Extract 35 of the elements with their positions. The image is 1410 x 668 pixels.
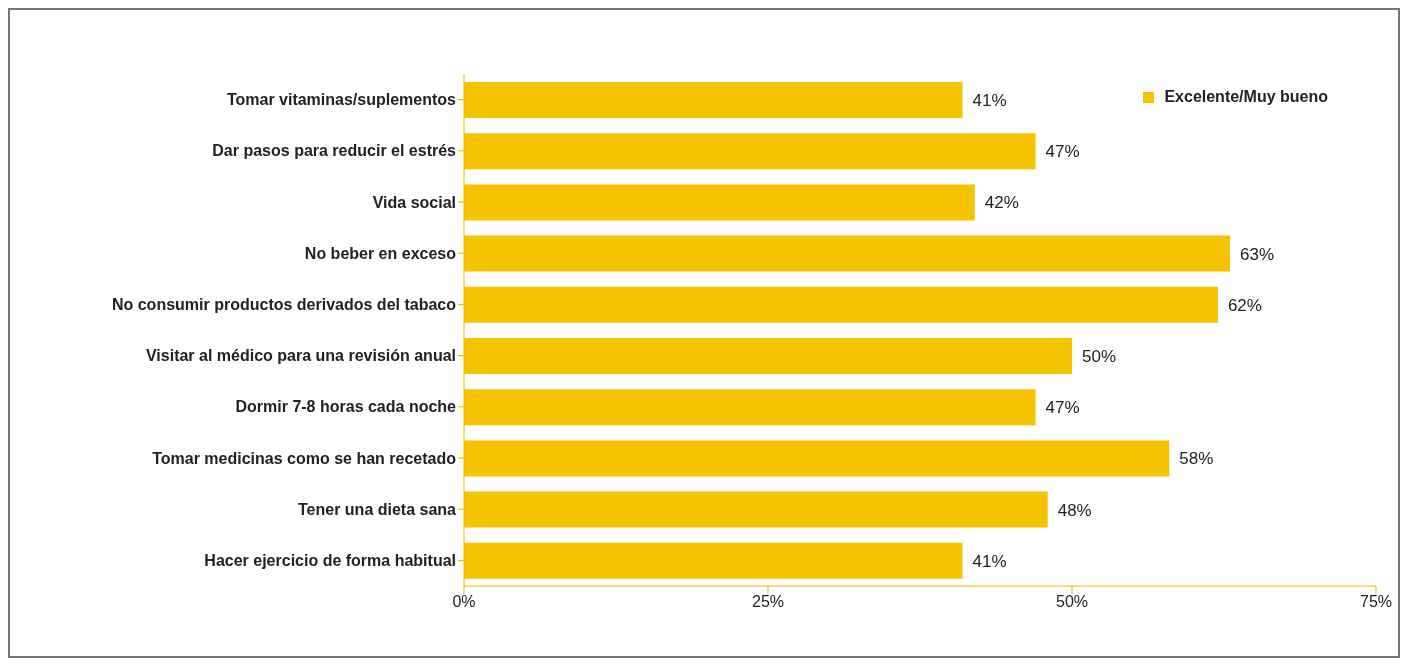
bar	[464, 82, 963, 118]
bar	[464, 338, 1072, 374]
y-tick-label: No beber en exceso	[304, 244, 457, 262]
x-tick-label: 50%	[1055, 593, 1089, 611]
y-tick-label: No consumir productos derivados del tabaco	[111, 296, 457, 314]
y-tick-label: Vida social	[372, 193, 456, 211]
y-tick-label: Hacer ejercicio de forma habitual	[204, 552, 456, 570]
x-tick-label: 25%	[751, 593, 785, 611]
data-label: 50%	[1082, 346, 1117, 366]
y-tick-label: Visitar al médico para una revisión anual	[145, 347, 456, 365]
data-label: 42%	[984, 193, 1019, 213]
data-label: 47%	[1045, 398, 1080, 418]
bar	[464, 542, 963, 579]
data-label: 62%	[1227, 295, 1262, 315]
data-label: 48%	[1057, 500, 1092, 520]
y-tick-label: Tener una dieta sana	[298, 500, 457, 518]
y-tick-label: Dar pasos para reducir el estrés	[212, 142, 457, 160]
y-tick-label: Tomar vitaminas/suplementos	[226, 91, 457, 109]
bar	[464, 286, 1218, 323]
bar	[464, 184, 975, 221]
data-label: 47%	[1045, 142, 1080, 162]
data-label: 58%	[1179, 449, 1214, 469]
bar	[464, 389, 1036, 426]
x-tick-label: 75%	[1359, 593, 1393, 611]
x-tick-label: 0%	[452, 593, 476, 611]
bar	[464, 440, 1170, 477]
legend-label: Excelente/Muy bueno	[1164, 88, 1328, 106]
data-label: 41%	[972, 551, 1007, 571]
bar	[464, 491, 1048, 528]
data-label: 41%	[972, 90, 1007, 110]
y-tick-label: Dormir 7-8 horas cada noche	[235, 398, 457, 416]
bar	[464, 235, 1231, 272]
data-label: 63%	[1240, 244, 1275, 264]
y-tick-label: Tomar medicinas como se han recetado	[152, 449, 457, 467]
bar	[464, 133, 1036, 170]
